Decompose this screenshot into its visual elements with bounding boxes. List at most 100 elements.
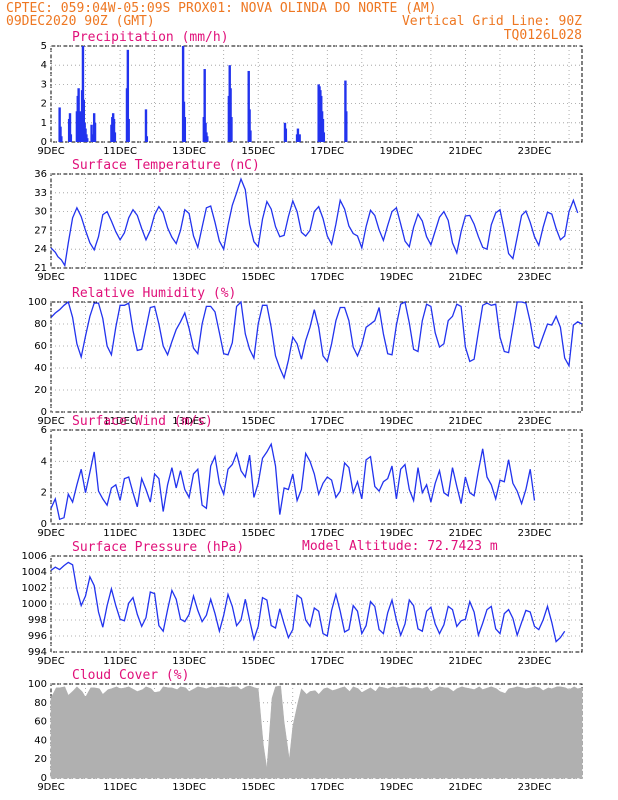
y-tick-label: 80 bbox=[34, 698, 47, 709]
x-tick-label: 23DEC bbox=[518, 146, 552, 157]
x-tick-label: 19DEC bbox=[379, 416, 413, 427]
x-tick-label: 11DEC bbox=[103, 782, 137, 793]
surface-temperature-nc-line bbox=[50, 177, 579, 268]
precip-bar bbox=[86, 138, 89, 142]
x-tick-label: 9DEC bbox=[37, 416, 64, 427]
x-tick-label: 21DEC bbox=[449, 656, 483, 667]
x-tick-label: 23DEC bbox=[518, 782, 552, 793]
chart-panels: 0 1 2 3 4 5 9DEC 11DEC 13DEC 15DEC 17DEC 19DEC 21DEC… bbox=[22, 30, 583, 793]
x-tick-label: 9DEC bbox=[37, 146, 64, 157]
y-tick-label: 4 bbox=[41, 456, 47, 467]
x-tick-label: 13DEC bbox=[172, 416, 206, 427]
surface-wind-m-s-line bbox=[50, 442, 536, 521]
x-tick-label: 19DEC bbox=[379, 272, 413, 283]
y-tick-label: 0 bbox=[41, 137, 47, 148]
y-tick-label: 100 bbox=[28, 297, 47, 308]
surface-temperature-nc-panel: 21 24 27 30 33 36 9DEC 11DEC 13DEC 15DEC 17DEC 19DE… bbox=[34, 158, 583, 283]
x-tick-label: 9DEC bbox=[37, 656, 64, 667]
y-tick-label: 2 bbox=[41, 99, 47, 110]
y-tick-label: 40 bbox=[34, 735, 47, 746]
x-tick-label: 11DEC bbox=[103, 656, 137, 667]
precip-bar bbox=[112, 118, 116, 142]
y-tick-label: 1002 bbox=[22, 583, 47, 594]
y-tick-label: 24 bbox=[34, 244, 47, 255]
precipitation-mm-h-panel: 0 1 2 3 4 5 9DEC 11DEC 13DEC 15DEC 17DEC 19DEC 21DEC… bbox=[37, 30, 583, 157]
x-tick-label: 17DEC bbox=[310, 146, 344, 157]
model-altitude: Model Altitude: 72.7423 m bbox=[302, 539, 498, 554]
x-tick-label: 13DEC bbox=[172, 528, 206, 539]
precip-bar bbox=[127, 118, 130, 142]
surface-wind-m-s-frame bbox=[50, 429, 583, 525]
x-tick-label: 15DEC bbox=[241, 272, 275, 283]
header-model-id: TQ0126L028 bbox=[504, 28, 582, 43]
x-tick-label: 17DEC bbox=[310, 528, 344, 539]
y-tick-label: 100 bbox=[28, 679, 47, 690]
precip-bar bbox=[145, 136, 149, 142]
precip-bar bbox=[206, 136, 209, 142]
precip-bar bbox=[322, 132, 326, 142]
precip-bar bbox=[91, 134, 94, 142]
cloud-cover-title: Cloud Cover (%) bbox=[72, 668, 189, 683]
x-tick-label: 11DEC bbox=[103, 416, 137, 427]
precip-bar bbox=[69, 134, 73, 142]
x-tick-label: 21DEC bbox=[449, 782, 483, 793]
y-tick-label: 994 bbox=[28, 647, 47, 658]
x-tick-label: 11DEC bbox=[103, 146, 137, 157]
precip-bar bbox=[144, 109, 148, 142]
relative-humidity-title: Relative Humidity (%) bbox=[72, 286, 236, 301]
x-tick-label: 23DEC bbox=[518, 416, 552, 427]
x-tick-label: 23DEC bbox=[518, 272, 552, 283]
header-line1: CPTEC: 059:04W-05:09S PROX01: NOVA OLIND… bbox=[6, 1, 436, 16]
x-tick-label: 13DEC bbox=[172, 272, 206, 283]
precip-bar bbox=[249, 130, 252, 142]
y-tick-label: 80 bbox=[34, 319, 47, 330]
precip-bar bbox=[90, 124, 93, 142]
header-date: 09DEC2020 90Z (GMT) bbox=[6, 14, 155, 29]
x-tick-label: 13DEC bbox=[172, 146, 206, 157]
x-tick-label: 15DEC bbox=[241, 656, 275, 667]
precip-bar bbox=[230, 117, 233, 142]
precip-bar bbox=[68, 113, 72, 142]
x-tick-label: 11DEC bbox=[103, 272, 137, 283]
y-tick-label: 20 bbox=[34, 385, 47, 396]
precip-bar bbox=[82, 99, 86, 142]
y-tick-label: 30 bbox=[34, 207, 47, 218]
surface-pressure-hpa-line bbox=[50, 561, 566, 643]
header-grid-line: Vertical Grid Line: 90Z bbox=[402, 14, 582, 29]
y-tick-label: 1000 bbox=[22, 599, 47, 610]
x-tick-label: 23DEC bbox=[518, 528, 552, 539]
y-tick-label: 0 bbox=[41, 519, 47, 530]
x-tick-label: 9DEC bbox=[37, 528, 64, 539]
y-tick-label: 1004 bbox=[22, 567, 47, 578]
x-tick-label: 15DEC bbox=[241, 416, 275, 427]
y-tick-label: 33 bbox=[34, 188, 47, 199]
y-tick-label: 21 bbox=[34, 263, 47, 274]
y-tick-label: 1006 bbox=[22, 551, 47, 562]
surface-pressure-hpa-frame bbox=[50, 555, 583, 653]
relative-humidity-frame bbox=[50, 301, 583, 413]
precip-bar bbox=[229, 88, 232, 142]
relative-humidity-panel: 0 20 40 60 80 100 9DEC 11DEC 13DEC 15DEC 17DEC 19DE… bbox=[28, 286, 583, 427]
y-tick-label: 1 bbox=[41, 118, 47, 129]
precip-bar bbox=[248, 109, 251, 142]
y-tick-label: 5 bbox=[41, 41, 47, 52]
precipitation-mm-h-frame bbox=[50, 45, 583, 143]
surface-wind-m-s-title: Surface Wind (m/s) bbox=[72, 414, 213, 429]
precip-bar bbox=[247, 70, 250, 142]
y-tick-label: 60 bbox=[34, 717, 47, 728]
surface-temperature-nc-title: Surface Temperature (nC) bbox=[72, 158, 260, 173]
x-tick-label: 15DEC bbox=[241, 782, 275, 793]
x-tick-label: 13DEC bbox=[172, 656, 206, 667]
y-tick-label: 3 bbox=[41, 79, 47, 90]
precip-bar bbox=[181, 46, 185, 142]
x-tick-label: 21DEC bbox=[449, 272, 483, 283]
cloud-cover-area bbox=[50, 685, 583, 779]
x-tick-label: 17DEC bbox=[310, 272, 344, 283]
x-tick-label: 11DEC bbox=[103, 528, 137, 539]
x-tick-label: 21DEC bbox=[449, 146, 483, 157]
surface-pressure-hpa-title: Surface Pressure (hPa) bbox=[72, 540, 244, 555]
y-tick-label: 20 bbox=[34, 754, 47, 765]
y-tick-label: 60 bbox=[34, 341, 47, 352]
x-tick-label: 19DEC bbox=[379, 656, 413, 667]
